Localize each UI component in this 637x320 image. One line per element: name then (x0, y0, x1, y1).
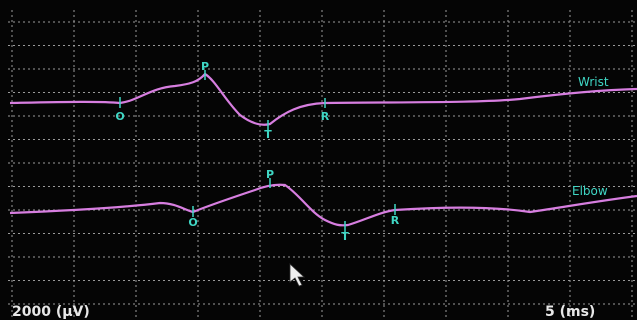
marker-label: P (266, 168, 274, 181)
trace-label: Elbow (572, 184, 608, 198)
emg-screen: O P T R Wrist O P T R Elbow 2000 (µV) 5 … (0, 0, 637, 320)
marker-label: P (201, 60, 209, 73)
background (0, 0, 637, 320)
marker-label: O (115, 110, 124, 123)
amplitude-scale: 2000 (µV) (12, 304, 90, 320)
marker-label: T (264, 128, 272, 141)
page: O P T R Wrist O P T R Elbow 2000 (µV) 5 … (0, 0, 637, 320)
time-scale: 5 (ms) (545, 304, 595, 320)
trace-label: Wrist (578, 75, 609, 89)
marker-label: R (391, 214, 400, 227)
marker-label: O (188, 216, 197, 229)
marker-label: T (341, 230, 349, 243)
marker-label: R (321, 110, 330, 123)
